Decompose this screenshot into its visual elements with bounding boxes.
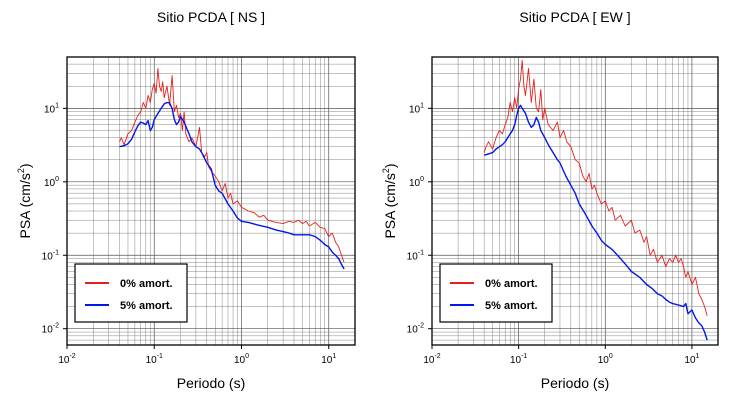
y-tick-label: 101 — [44, 102, 59, 115]
legend-label: 0% amort. — [485, 278, 538, 290]
x-tick-label: 101 — [321, 353, 336, 366]
chart-title: Sitio PCDA [ NS ] — [157, 9, 265, 25]
y-tick-label: 10-1 — [407, 249, 424, 262]
legend: 0% amort. 5% amort. — [439, 263, 553, 323]
legend-label: 5% amort. — [120, 300, 173, 312]
series-line-damped — [484, 104, 708, 341]
x-tick-label: 100 — [234, 353, 249, 366]
y-tick-label: 10-2 — [407, 323, 424, 336]
y-axis-label: PSA (cm/s2) — [381, 163, 398, 238]
chart-2: 10-2 10-1 100 101 10-2 10-1 100 101 Sitio PCDA [… — [381, 9, 719, 391]
plot-frame — [431, 56, 719, 346]
x-tick-label: 10-2 — [423, 353, 440, 366]
legend-label: 5% amort. — [485, 300, 538, 312]
chart-title: Sitio PCDA [ EW ] — [519, 9, 630, 25]
x-tick-label: 10-2 — [58, 353, 75, 366]
legend-box — [439, 263, 553, 323]
y-tick-label: 100 — [409, 176, 424, 189]
chart-1: 10-2 10-1 100 101 10-2 10-1 100 101 Sitio PCDA [… — [16, 9, 356, 391]
x-axis-label: Periodo (s) — [177, 375, 245, 391]
x-tick-label: 100 — [598, 353, 613, 366]
y-axis-label: PSA (cm/s2) — [16, 163, 33, 238]
y-tick-label: 101 — [409, 102, 424, 115]
x-tick-label: 10-1 — [510, 353, 527, 366]
y-tick-label: 10-1 — [42, 249, 59, 262]
x-axis-label: Periodo (s) — [541, 375, 609, 391]
legend-box — [74, 263, 188, 323]
series-line-damped — [119, 101, 345, 270]
y-tick-label: 100 — [44, 176, 59, 189]
x-tick-label: 10-1 — [146, 353, 163, 366]
series-line-undamped — [483, 59, 708, 316]
x-tick-label: 101 — [684, 353, 699, 366]
legend: 0% amort. 5% amort. — [74, 263, 188, 323]
plot-frame — [66, 56, 356, 346]
legend-label: 0% amort. — [120, 278, 173, 290]
y-tick-label: 10-2 — [42, 323, 59, 336]
